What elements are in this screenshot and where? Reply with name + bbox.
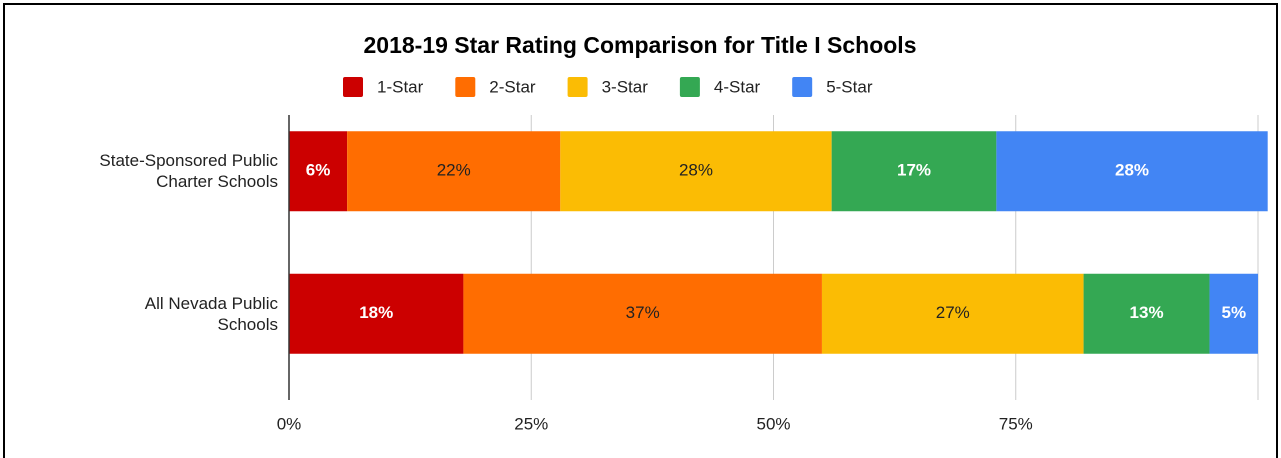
bar-segment: [289, 131, 348, 212]
bar-segment: [1083, 273, 1210, 354]
legend-swatch: [567, 77, 588, 97]
legend-swatch: [679, 77, 700, 97]
x-tick-label: 25%: [514, 414, 548, 433]
data-label: 22%: [437, 161, 471, 180]
data-label: 6%: [306, 161, 331, 180]
legend-swatch: [343, 77, 363, 97]
legend-label: 2-Star: [489, 77, 536, 96]
bar-segment: [821, 273, 1084, 354]
data-label: 28%: [1115, 161, 1149, 180]
bar-segment: [831, 131, 997, 212]
legend-label: 3-Star: [602, 77, 649, 96]
bar-segment: [289, 273, 464, 354]
frame: [3, 3, 1278, 458]
data-label: 13%: [1130, 303, 1164, 322]
legend-label: 1-Star: [377, 77, 424, 96]
bar-segment: [996, 131, 1268, 212]
x-tick-label: 50%: [756, 414, 790, 433]
bar-segment: [560, 131, 832, 212]
y-tick-label: State-Sponsored Public Charter Schools: [99, 151, 278, 192]
legend-label: 4-Star: [714, 77, 761, 96]
data-label: 17%: [897, 161, 931, 180]
data-label: 5%: [1221, 303, 1246, 322]
legend-swatch: [455, 77, 476, 97]
x-tick-label: 75%: [999, 414, 1033, 433]
bar-segment: [1209, 273, 1258, 354]
x-tick-label: 0%: [277, 414, 302, 433]
data-label: 18%: [359, 303, 393, 322]
data-label: 28%: [679, 161, 713, 180]
legend-label: 5-Star: [826, 77, 873, 96]
legend-swatch: [792, 77, 813, 97]
data-label: 37%: [626, 303, 660, 322]
chart-title: 2018-19 Star Rating Comparison for Title…: [364, 32, 917, 58]
bar-segment: [463, 273, 822, 354]
y-tick-label: All Nevada Public Schools: [144, 293, 278, 334]
bar-segment: [347, 131, 561, 212]
data-label: 27%: [936, 303, 970, 322]
